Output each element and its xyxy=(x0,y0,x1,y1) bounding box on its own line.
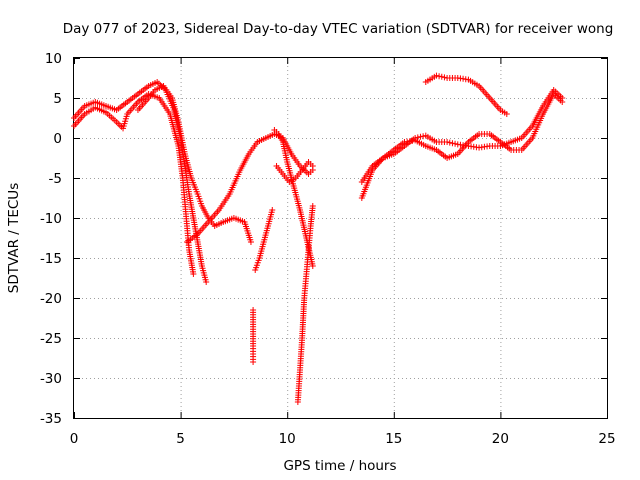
y-tick-label: 5 xyxy=(53,91,62,107)
track-5-point xyxy=(250,359,257,365)
y-tick-label: -10 xyxy=(40,211,62,227)
track-10-point xyxy=(449,140,456,147)
x-tick-label: 10 xyxy=(279,431,296,447)
y-tick-labels: 10 5 0 -5 -10 -15 -20 -25 -30 -35 xyxy=(40,51,62,427)
x-tick-label: 20 xyxy=(492,431,509,447)
track-12-point xyxy=(433,72,440,79)
track-12-point xyxy=(441,74,448,81)
x-tick-label: 0 xyxy=(70,431,79,447)
plot-frame xyxy=(73,57,608,419)
y-tick-label: -25 xyxy=(40,331,62,347)
data-points xyxy=(71,72,566,405)
track-12-point xyxy=(438,73,445,80)
track-12-point xyxy=(503,111,510,117)
y-tick-label: -5 xyxy=(49,171,62,187)
y-tick-label: 0 xyxy=(53,131,62,147)
track-10-point xyxy=(446,139,453,146)
y-tick-label: -30 xyxy=(40,371,62,387)
track-10-point xyxy=(414,134,421,141)
track-2-point xyxy=(190,271,197,277)
track-12-point xyxy=(436,73,443,80)
y-tick-label: 10 xyxy=(45,51,62,67)
track-8-point xyxy=(309,203,316,209)
axis-ticks xyxy=(74,58,608,419)
x-tick-label: 25 xyxy=(598,431,615,447)
track-10-point xyxy=(452,140,459,147)
track-10-point xyxy=(417,133,424,140)
x-tick-labels: 0 5 10 15 20 25 xyxy=(70,431,616,447)
track-10-point xyxy=(420,133,427,140)
x-axis-label: GPS time / hours xyxy=(283,458,396,474)
track-10-point xyxy=(444,139,451,145)
y-axis-label: SDTVAR / TECUs xyxy=(6,183,22,293)
grid-lines xyxy=(74,58,607,418)
track-6-point xyxy=(269,207,276,213)
y-tick-label: -35 xyxy=(40,411,62,427)
track-11-point xyxy=(559,99,566,105)
x-tick-label: 5 xyxy=(176,431,185,447)
track-1-point xyxy=(203,279,210,285)
chart-title: Day 077 of 2023, Sidereal Day-to-day VTE… xyxy=(63,21,614,37)
track-3-point xyxy=(247,239,254,245)
track-9-point xyxy=(309,163,316,169)
y-tick-label: -20 xyxy=(40,291,62,307)
y-tick-label: -15 xyxy=(40,251,62,267)
x-tick-label: 15 xyxy=(385,431,402,447)
track-7-point xyxy=(309,263,316,269)
